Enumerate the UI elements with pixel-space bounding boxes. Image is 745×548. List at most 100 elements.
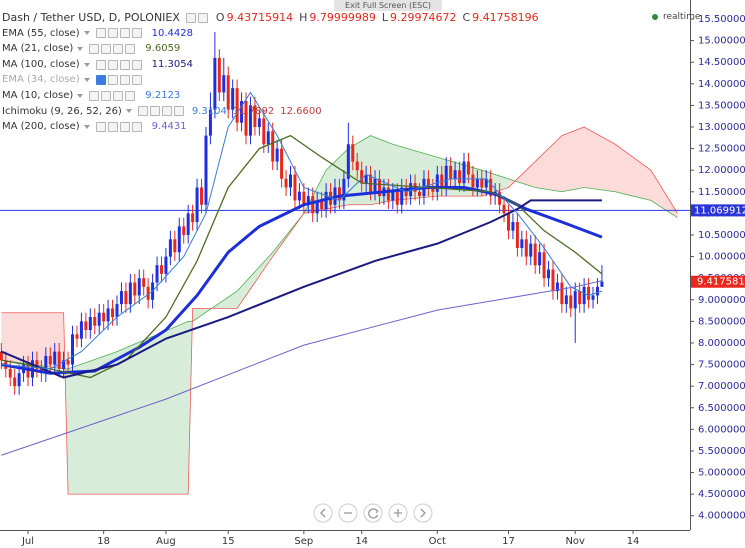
candle-body (146, 286, 150, 300)
legend-icon (113, 90, 124, 101)
reset-button[interactable] (363, 503, 383, 523)
candle-body (449, 165, 453, 179)
scroll-right-button[interactable] (413, 503, 433, 523)
legend-icon (125, 90, 136, 101)
candle-body (297, 191, 301, 201)
candle-body (506, 213, 510, 231)
legend-icon (119, 28, 130, 39)
candle-body (208, 109, 212, 136)
ohlc-label: L (381, 11, 388, 24)
candle-body (275, 148, 279, 162)
candle-body (257, 118, 261, 127)
candle-body (222, 75, 226, 93)
realtime-indicator: realtime (652, 12, 700, 22)
ohlc-value: 9.29974672 (389, 11, 457, 24)
x-tick-label: 14 (355, 536, 368, 547)
candle-body (79, 321, 83, 339)
candle-body (569, 295, 573, 309)
ohlc-label: H (299, 11, 308, 24)
indicator-row: MA (10, close) 9.2123 (2, 88, 539, 104)
candle-body (542, 252, 546, 279)
zoom-out-button[interactable] (338, 503, 358, 523)
candle-body (320, 200, 324, 210)
candle-body (240, 101, 244, 123)
y-tick-label: 14.50000000 (698, 57, 745, 68)
y-tick-label: 12.00000000 (698, 165, 745, 176)
candle-body (582, 286, 586, 305)
legend-icon (95, 28, 106, 39)
candle-body (17, 373, 21, 387)
candle-body (360, 170, 364, 184)
legend-icon (107, 75, 118, 86)
candle-body (168, 239, 172, 257)
candle-body (213, 57, 217, 110)
cloud-segment (68, 351, 118, 495)
indicator-name: MA (200, close) (2, 121, 80, 133)
axes: 4.00000000 4.50000000 5.00000000 5.50000000… (21, 14, 745, 547)
candle-body (106, 308, 110, 322)
candle-body (355, 161, 359, 171)
legend-icon (95, 121, 106, 132)
candle-body (200, 187, 204, 205)
exit-fullscreen-tooltip[interactable]: Exit Full Screen (ESC) (334, 0, 442, 11)
candle-body (315, 200, 319, 214)
cloud-segment (117, 321, 189, 495)
indicator-value: 9.4431 (151, 121, 187, 133)
price-line-tag (691, 204, 745, 217)
candle-body (444, 165, 448, 188)
candle-body (587, 286, 591, 300)
legend-icon (125, 43, 136, 54)
candle-body (26, 364, 30, 378)
candle-body (102, 312, 106, 322)
legend-dropdown (83, 124, 90, 129)
candle-body (511, 222, 515, 231)
cloud-segment (237, 252, 273, 309)
legend-icon (131, 121, 142, 132)
legend-dropdown (77, 46, 84, 51)
candle-body (57, 351, 61, 369)
legend: Dash / Tether USD, D, POLONIEX O 9.4371591… (2, 10, 539, 135)
candle-body (97, 312, 101, 326)
y-tick-label: 10.50000000 (698, 230, 745, 241)
candle-body (502, 204, 506, 214)
candle-body (306, 196, 310, 205)
legend-icon (185, 12, 196, 23)
span-a-line (1, 135, 678, 370)
visibility-icon (95, 75, 106, 86)
candle-body (377, 178, 381, 197)
cloud-segment (615, 144, 651, 201)
y-tick-label: 5.50000000 (698, 446, 745, 457)
candle-body (564, 295, 568, 305)
candle-body (137, 278, 141, 296)
x-tick-label: Oct (429, 536, 446, 547)
indicator-line (1, 91, 603, 370)
candle-body (155, 265, 159, 283)
candle-body (119, 291, 123, 305)
y-tick-label: 4.00000000 (698, 511, 745, 522)
ohlc-label: C (462, 11, 471, 24)
candle-body (164, 256, 168, 274)
zoom-in-button[interactable] (388, 503, 408, 523)
legend-icon (101, 43, 112, 54)
candle-body (342, 178, 346, 201)
candle-body (373, 178, 377, 192)
candle-body (266, 131, 270, 145)
candle-body (458, 170, 462, 184)
x-tick-label: Nov (565, 536, 585, 547)
candle-body (337, 187, 341, 201)
candle-body (489, 178, 493, 197)
candle-body (35, 360, 39, 369)
indicator-value: 9.3104 (191, 105, 227, 117)
candle-body (520, 239, 524, 248)
candle-body (195, 187, 199, 223)
last-price-tag (691, 275, 745, 288)
y-tick-label: 5.00000000 (698, 468, 745, 479)
y-tick-label: 15.00000000 (698, 36, 745, 47)
ohlc-label: O (215, 11, 225, 24)
scroll-left-button[interactable] (313, 503, 333, 523)
legend-icon (173, 106, 184, 117)
y-tick-label: 14.00000000 (698, 79, 745, 90)
candle-body (289, 174, 293, 188)
legend-icon (113, 43, 124, 54)
